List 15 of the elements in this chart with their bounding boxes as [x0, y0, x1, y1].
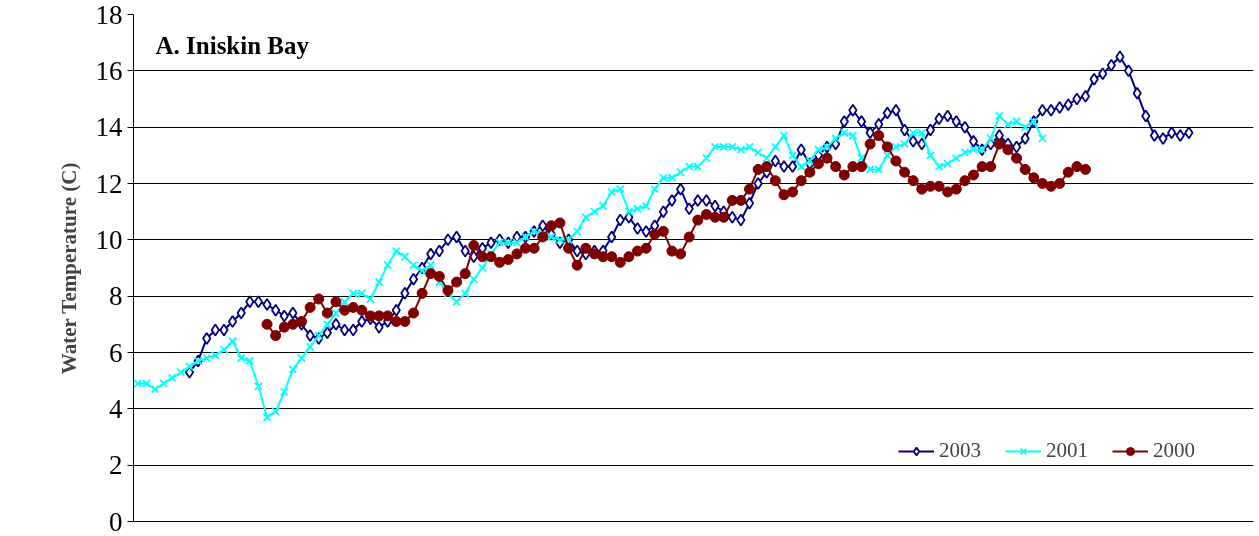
y-tick-label: 8	[109, 281, 123, 312]
y-tick-label: 14	[95, 112, 123, 143]
legend-label: 2000	[1153, 438, 1195, 463]
y-tick-label: 4	[109, 393, 123, 424]
y-axis-title: Water Temperature (C)	[56, 162, 81, 375]
text: A. Iniskin Bay	[155, 31, 310, 59]
y-tick-label: 12	[95, 168, 123, 199]
y-tick-label: 2	[109, 450, 123, 481]
legend-label: 2001	[1046, 438, 1088, 463]
y-tick-label: 18	[95, 0, 123, 30]
y-tick-label: 16	[95, 55, 123, 86]
y-tick-label: 6	[109, 337, 123, 368]
y-tick-label: 0	[109, 506, 123, 536]
y-tick-label: 10	[95, 224, 123, 255]
legend-label: 2003	[939, 438, 981, 463]
